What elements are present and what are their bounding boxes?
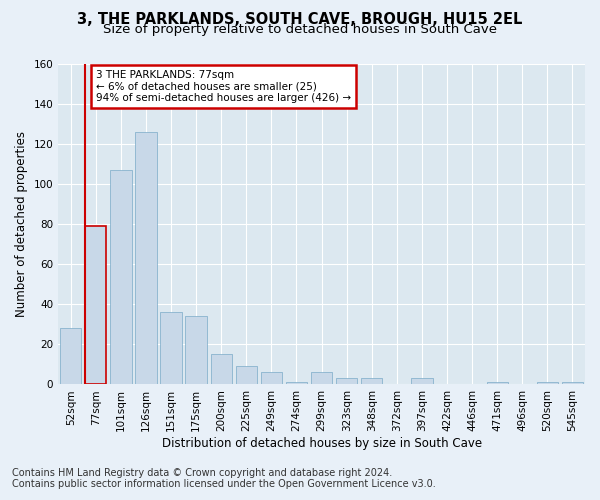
Y-axis label: Number of detached properties: Number of detached properties [15,131,28,317]
Bar [537,382,558,384]
Bar [336,378,358,384]
Bar [211,354,232,384]
X-axis label: Distribution of detached houses by size in South Cave: Distribution of detached houses by size … [161,437,482,450]
Text: Contains HM Land Registry data © Crown copyright and database right 2024.: Contains HM Land Registry data © Crown c… [12,468,392,477]
Bar [236,366,257,384]
Bar [487,382,508,384]
Bar [286,382,307,384]
Bar [60,328,82,384]
Bar [562,382,583,384]
Bar [160,312,182,384]
Bar [261,372,282,384]
Text: Size of property relative to detached houses in South Cave: Size of property relative to detached ho… [103,22,497,36]
Bar [411,378,433,384]
Text: 3 THE PARKLANDS: 77sqm
← 6% of detached houses are smaller (25)
94% of semi-deta: 3 THE PARKLANDS: 77sqm ← 6% of detached … [96,70,351,103]
Bar [185,316,207,384]
Text: Contains public sector information licensed under the Open Government Licence v3: Contains public sector information licen… [12,479,436,489]
Bar [110,170,131,384]
Bar [311,372,332,384]
Bar [85,226,106,384]
Bar [361,378,382,384]
Text: 3, THE PARKLANDS, SOUTH CAVE, BROUGH, HU15 2EL: 3, THE PARKLANDS, SOUTH CAVE, BROUGH, HU… [77,12,523,28]
Bar [136,132,157,384]
